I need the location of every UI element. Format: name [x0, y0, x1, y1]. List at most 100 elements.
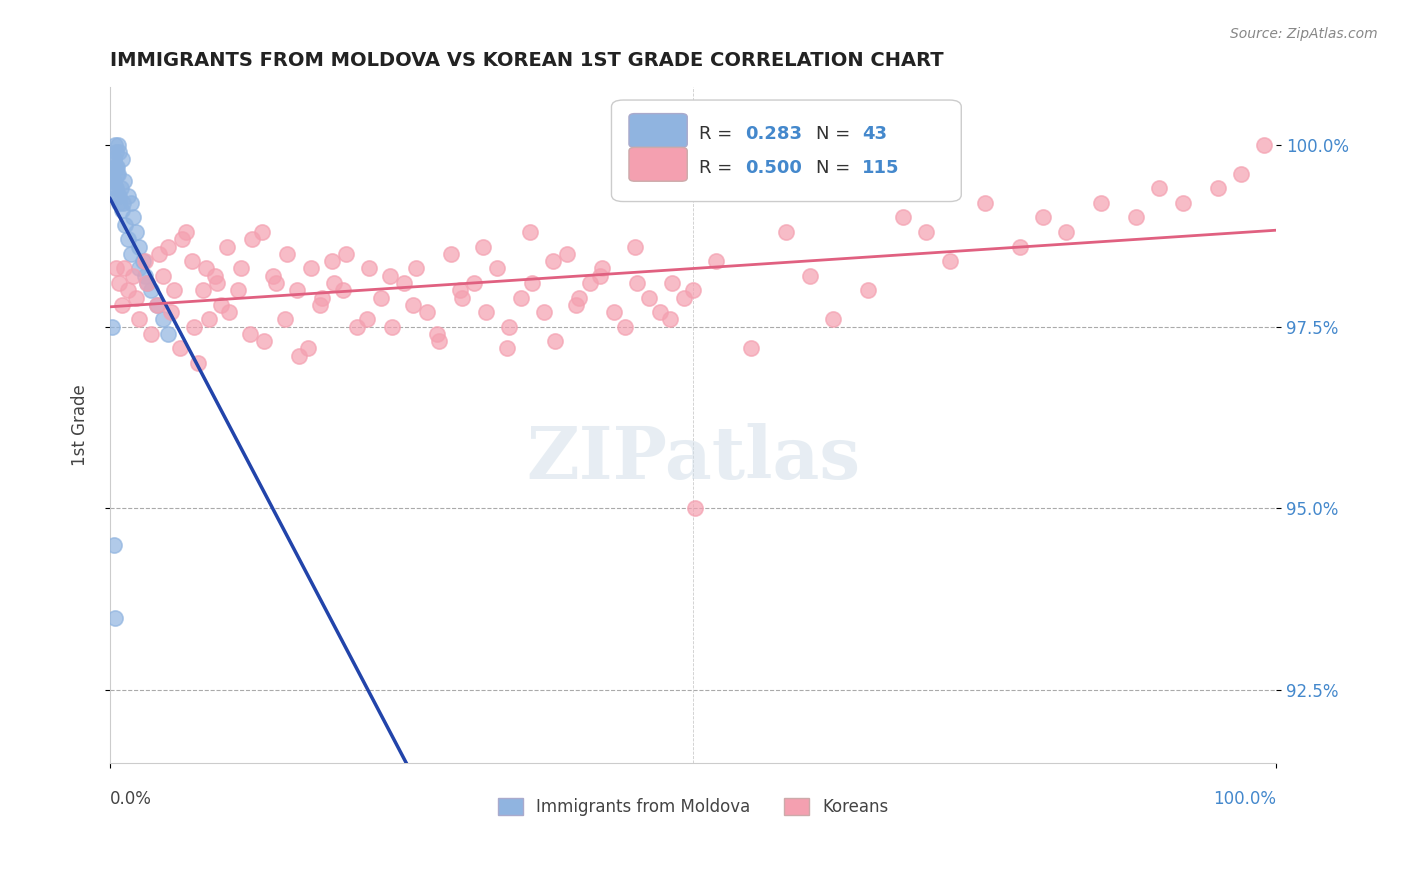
- Point: [104, 181, 127, 195]
- Point: [215, 239, 238, 253]
- Text: 0.283: 0.283: [745, 125, 803, 143]
- Point: [682, 283, 704, 297]
- Point: [661, 276, 683, 290]
- Point: [111, 195, 134, 210]
- Point: [148, 247, 170, 261]
- Point: [915, 225, 938, 239]
- Point: [122, 211, 145, 225]
- Point: [740, 342, 762, 356]
- Point: [101, 167, 124, 181]
- Point: [1125, 211, 1147, 225]
- Point: [209, 298, 232, 312]
- FancyBboxPatch shape: [628, 113, 688, 147]
- Point: [104, 160, 127, 174]
- Text: 0.0%: 0.0%: [110, 789, 152, 808]
- Point: [1008, 239, 1031, 253]
- Point: [122, 268, 145, 283]
- Legend: Immigrants from Moldova, Koreans: Immigrants from Moldova, Koreans: [491, 791, 896, 822]
- Point: [614, 319, 637, 334]
- Point: [519, 225, 541, 239]
- Point: [323, 276, 346, 290]
- Point: [253, 334, 276, 348]
- Point: [973, 195, 995, 210]
- Point: [218, 305, 240, 319]
- Point: [136, 276, 159, 290]
- Point: [194, 261, 217, 276]
- Point: [449, 283, 471, 297]
- Point: [108, 145, 131, 159]
- Point: [112, 261, 135, 276]
- Text: N =: N =: [815, 125, 855, 143]
- Point: [626, 276, 648, 290]
- Text: 115: 115: [862, 159, 900, 177]
- Point: [1206, 181, 1229, 195]
- Point: [276, 247, 298, 261]
- Point: [311, 291, 333, 305]
- Point: [335, 247, 357, 261]
- Point: [486, 261, 509, 276]
- Point: [103, 153, 125, 167]
- Point: [111, 203, 134, 218]
- Point: [134, 268, 156, 283]
- Point: [132, 254, 155, 268]
- Point: [128, 261, 150, 276]
- Point: [565, 298, 588, 312]
- Point: [821, 312, 844, 326]
- Point: [533, 305, 555, 319]
- Point: [1171, 195, 1194, 210]
- Point: [139, 326, 162, 341]
- Point: [288, 349, 311, 363]
- Point: [103, 538, 125, 552]
- Point: [650, 305, 672, 319]
- Point: [568, 291, 591, 305]
- Point: [111, 298, 134, 312]
- Point: [672, 291, 695, 305]
- Point: [706, 254, 728, 268]
- Point: [108, 276, 131, 290]
- Point: [198, 312, 221, 326]
- Point: [495, 342, 517, 356]
- Point: [125, 291, 148, 305]
- Point: [110, 181, 132, 195]
- Point: [105, 160, 128, 174]
- Point: [117, 232, 139, 246]
- Point: [114, 218, 136, 232]
- Point: [117, 283, 139, 297]
- Point: [163, 283, 186, 297]
- Point: [623, 239, 645, 253]
- Point: [262, 268, 284, 283]
- Point: [274, 312, 297, 326]
- Point: [1054, 225, 1077, 239]
- Point: [103, 174, 125, 188]
- Point: [332, 283, 354, 297]
- Point: [204, 268, 226, 283]
- Point: [555, 247, 578, 261]
- Point: [856, 283, 879, 297]
- Point: [321, 254, 343, 268]
- Point: [250, 225, 273, 239]
- Point: [104, 261, 127, 276]
- FancyBboxPatch shape: [628, 147, 688, 181]
- Point: [136, 276, 159, 290]
- Point: [589, 268, 612, 283]
- Point: [938, 254, 960, 268]
- Point: [544, 334, 567, 348]
- Text: N =: N =: [815, 159, 855, 177]
- Point: [427, 334, 450, 348]
- Point: [891, 211, 914, 225]
- Point: [104, 160, 127, 174]
- FancyBboxPatch shape: [612, 100, 962, 202]
- Point: [104, 181, 127, 195]
- Point: [183, 319, 205, 334]
- Point: [1149, 181, 1171, 195]
- Point: [1253, 137, 1275, 152]
- Point: [105, 188, 128, 202]
- Point: [152, 312, 174, 326]
- Point: [239, 326, 262, 341]
- Point: [775, 225, 797, 239]
- Point: [180, 254, 202, 268]
- Text: 43: 43: [862, 125, 887, 143]
- Point: [193, 283, 215, 297]
- Point: [451, 291, 474, 305]
- Point: [228, 283, 250, 297]
